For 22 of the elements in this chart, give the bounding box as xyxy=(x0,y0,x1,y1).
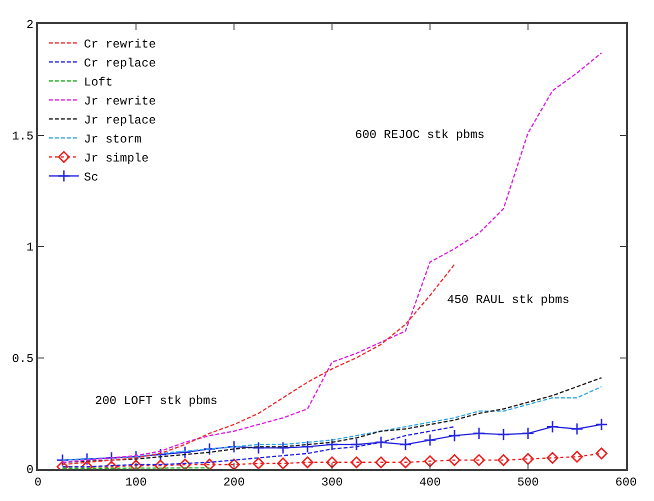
x-tick-label: 300 xyxy=(321,475,343,490)
legend-label: Jr storm xyxy=(84,132,142,147)
legend-label: Cr rewrite xyxy=(84,38,156,52)
legend-label: Sc xyxy=(84,170,98,185)
legend-label: Cr replace xyxy=(84,56,156,71)
y-tick-label: 1.5 xyxy=(12,129,34,144)
y-tick-label: 2 xyxy=(26,18,34,32)
legend-label: Jr replace xyxy=(84,114,156,128)
x-tick-label: 600 xyxy=(615,475,637,490)
annotation: 200 LOFT stk pbms xyxy=(95,394,218,408)
x-tick-label: 400 xyxy=(419,475,441,490)
x-tick-label: 200 xyxy=(223,475,245,490)
annotation: 600 REJOC stk pbms xyxy=(355,128,485,142)
y-tick-label: 1 xyxy=(26,240,34,255)
legend-label: Jr rewrite xyxy=(84,94,156,109)
y-tick-label: 0.5 xyxy=(12,352,34,366)
annotation: 450 RAUL stk pbms xyxy=(447,293,570,307)
legend-label: Loft xyxy=(84,76,113,90)
x-tick-label: 500 xyxy=(517,475,539,490)
legend-label: Jr simple xyxy=(84,152,149,166)
y-tick-label: 0 xyxy=(26,463,34,478)
x-tick-label: 100 xyxy=(125,475,147,490)
